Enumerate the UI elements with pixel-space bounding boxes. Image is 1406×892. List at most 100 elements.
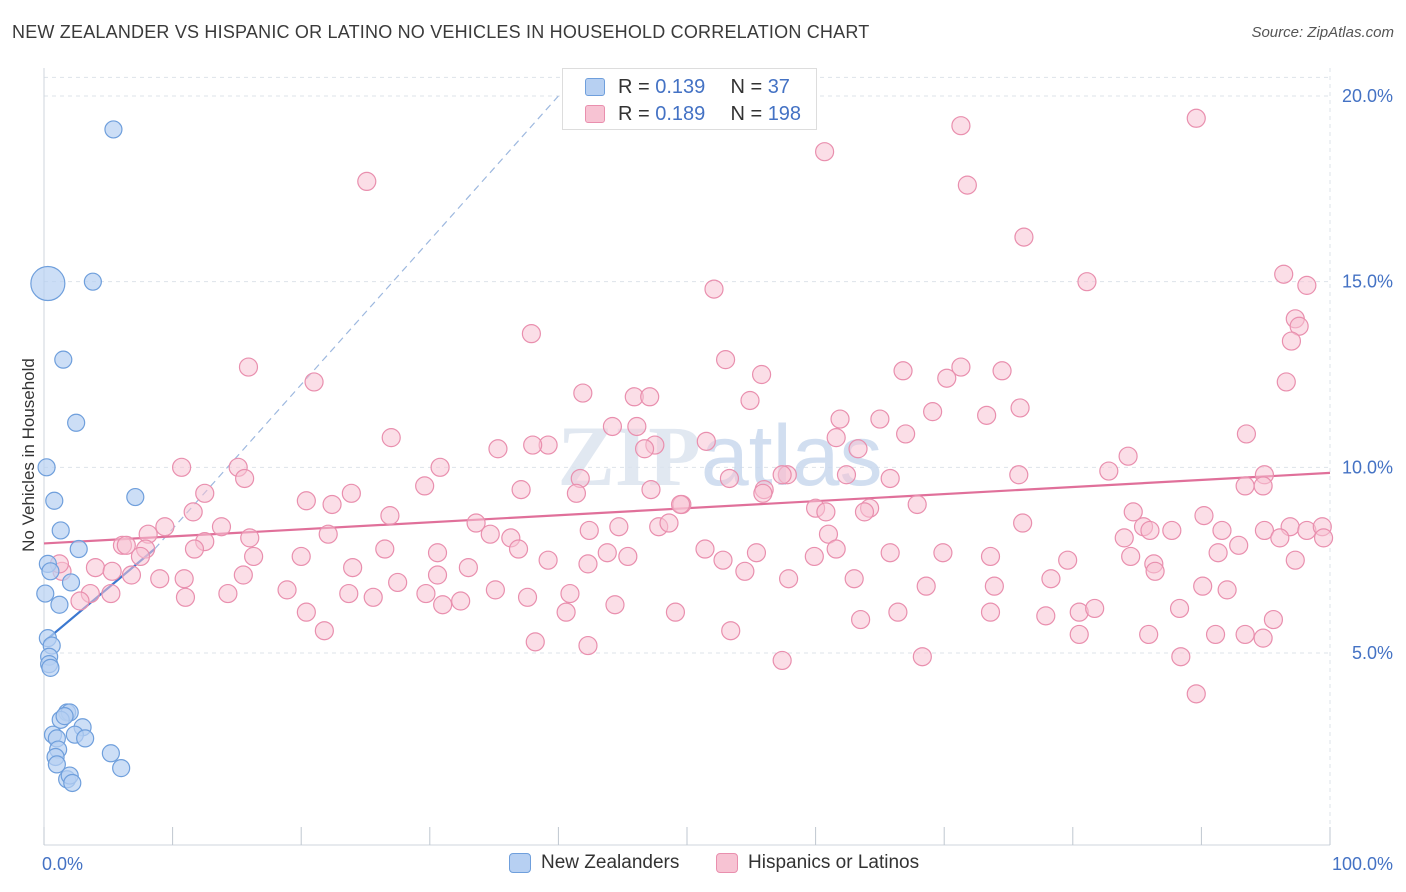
hispanic-point	[893, 361, 913, 381]
data-points	[30, 101, 1334, 793]
hispanic-point	[816, 502, 836, 522]
hispanic-point	[951, 357, 971, 377]
new-zealander-point	[47, 755, 66, 774]
hispanic-point	[951, 116, 971, 136]
hispanic-point	[485, 580, 505, 600]
blue-swatch	[509, 853, 531, 873]
hispanic-point	[923, 402, 943, 422]
hispanic-point	[343, 557, 363, 578]
hispanic-point	[1263, 609, 1284, 630]
hispanic-point	[721, 621, 741, 641]
hispanic-point	[1013, 513, 1033, 533]
hispanic-point	[1253, 476, 1273, 496]
hispanic-point	[183, 502, 203, 522]
hispanic-point	[1058, 550, 1078, 570]
axes	[43, 68, 1331, 846]
hispanic-point	[605, 595, 625, 615]
hispanic-point	[980, 546, 1001, 567]
hispanic-point	[304, 372, 324, 392]
hispanic-point	[511, 480, 531, 500]
hispanic-point	[525, 632, 545, 652]
hispanic-point	[184, 539, 205, 559]
hispanic-point	[1235, 624, 1255, 645]
hispanic-point	[218, 583, 238, 604]
hispanic-point	[415, 476, 435, 496]
hispanic-point	[1186, 108, 1206, 128]
hispanic-point	[1194, 506, 1214, 526]
hispanic-point	[836, 465, 857, 485]
hispanic-point	[1123, 502, 1143, 522]
hispanic-point	[1069, 624, 1089, 645]
hispanic-point	[508, 539, 529, 559]
hispanic-point	[1010, 398, 1030, 418]
hispanic-point	[826, 539, 846, 559]
hispanic-point	[1285, 550, 1305, 570]
new-zealander-point	[67, 413, 86, 432]
hispanic-point	[517, 587, 538, 607]
hispanic-point	[233, 565, 253, 585]
hispanic-point	[538, 550, 558, 570]
hispanic-point	[670, 494, 691, 515]
hispanic-point	[1145, 561, 1165, 581]
hispanic-point	[1235, 476, 1255, 496]
hispanic-point	[363, 587, 383, 607]
hispanic-point	[1121, 546, 1141, 567]
hispanic-point	[578, 554, 598, 574]
hispanic-point	[573, 383, 593, 403]
hispanic-point	[277, 580, 297, 600]
hispanic-point	[597, 543, 617, 563]
hispanic-point	[854, 502, 875, 522]
hispanic-point	[1254, 520, 1275, 541]
series-legend: New Zealanders Hispanics or Latinos	[0, 852, 1406, 878]
hispanic-point	[753, 483, 773, 503]
hispanic-point	[826, 428, 846, 448]
hispanic-point	[880, 543, 900, 563]
legend-label: Hispanics or Latinos	[748, 852, 920, 873]
hispanic-point	[1253, 628, 1273, 648]
hispanic-point	[1236, 424, 1257, 444]
new-zealander-point	[37, 458, 56, 477]
hispanic-point	[339, 583, 359, 604]
hispanic-point	[1118, 446, 1138, 466]
hispanic-point	[296, 491, 316, 511]
n-label: N =	[730, 103, 768, 125]
new-zealander-point	[50, 595, 69, 614]
hispanic-point	[155, 517, 175, 537]
hispanic-point	[322, 494, 342, 515]
hispanic-point	[1085, 598, 1105, 619]
hispanic-point	[341, 483, 361, 503]
hispanic-point	[150, 569, 170, 589]
hispanic-point	[579, 520, 599, 541]
hispanic-point	[1036, 606, 1056, 626]
hispanic-point	[984, 576, 1004, 596]
hispanic-point	[695, 539, 715, 559]
hispanic-point	[916, 576, 936, 596]
hispanic-point	[1041, 569, 1061, 589]
new-zealander-point	[55, 707, 74, 726]
hispanic-point	[523, 435, 543, 455]
hispanic-point	[746, 543, 767, 563]
hispanic-point	[116, 535, 136, 555]
hispanic-point	[430, 457, 450, 477]
r-value: 0.139	[655, 76, 706, 98]
hispanic-point	[375, 539, 395, 559]
hispanic-point	[665, 602, 686, 622]
hispanic-point	[314, 621, 334, 641]
hispanic-point	[844, 569, 864, 589]
hispanic-point	[740, 390, 760, 411]
hispanic-point	[830, 409, 850, 429]
hispanic-point	[211, 517, 232, 537]
hispanic-point	[1208, 543, 1228, 563]
hispanic-point	[602, 416, 623, 437]
hispanic-point	[433, 595, 453, 615]
hispanic-point	[735, 561, 755, 581]
hispanic-point	[1229, 535, 1249, 555]
hispanic-point	[102, 561, 122, 581]
hispanic-point	[848, 439, 868, 459]
hispanic-point	[1212, 520, 1232, 541]
y-tick-label: 20.0%	[1342, 86, 1393, 106]
hispanic-point	[1162, 520, 1182, 541]
hispanic-point	[130, 546, 151, 567]
hispanic-point	[560, 583, 580, 604]
hispanic-point	[578, 635, 598, 656]
